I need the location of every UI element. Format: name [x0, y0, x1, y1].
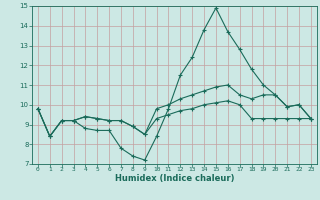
X-axis label: Humidex (Indice chaleur): Humidex (Indice chaleur)	[115, 174, 234, 183]
